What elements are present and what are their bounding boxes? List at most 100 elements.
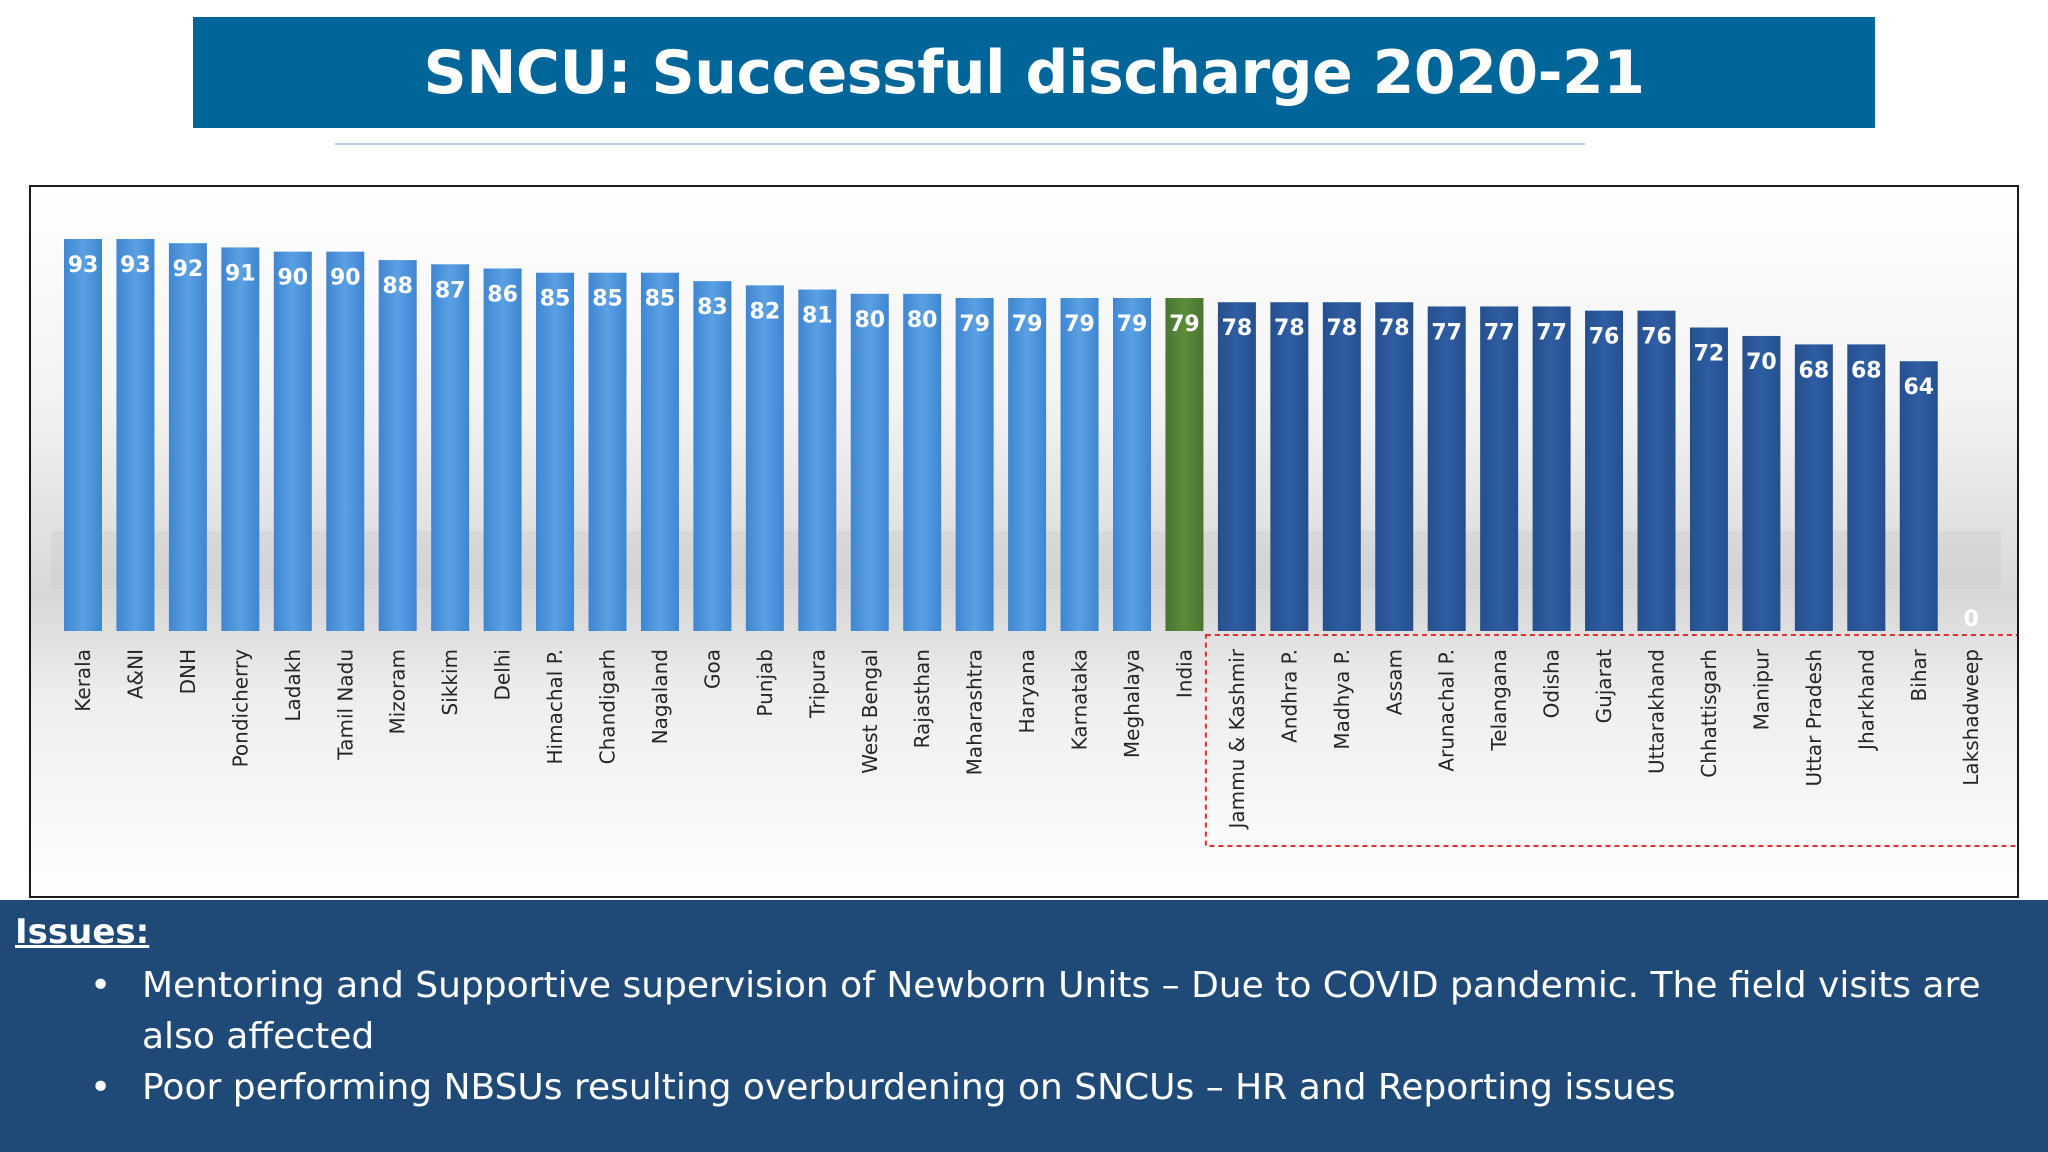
category-label: Meghalaya bbox=[1120, 649, 1144, 758]
bar-Tamil Nadu bbox=[326, 251, 365, 631]
bar-value-label: 0 bbox=[1964, 607, 1979, 632]
bar-value-label: 64 bbox=[1903, 375, 1934, 400]
bar-value-label: 83 bbox=[697, 295, 728, 320]
bar-Ladakh bbox=[273, 251, 312, 631]
category-label: Gujarat bbox=[1592, 649, 1616, 723]
bar-Chandigarh bbox=[588, 272, 627, 631]
bar-value-label: 79 bbox=[1064, 312, 1095, 337]
page-title: SNCU: Successful discharge 2020-21 bbox=[423, 37, 1645, 108]
category-label: Chandigarh bbox=[596, 649, 620, 764]
chart-frame: 93 Kerala 93 A&NI 92 DNH 91 Pondicherry 90 Ladakh… bbox=[29, 185, 2019, 898]
bar-Sikkim bbox=[431, 264, 470, 631]
bar-Mizoram bbox=[378, 260, 417, 631]
category-label: Manipur bbox=[1749, 648, 1773, 730]
title-divider bbox=[335, 143, 1585, 145]
category-label: Mizoram bbox=[386, 649, 410, 735]
bullet-icon: • bbox=[90, 1067, 112, 1108]
bar-Himachal P. bbox=[536, 272, 575, 631]
category-label: Jharkhand bbox=[1854, 649, 1878, 752]
bar-value-label: 81 bbox=[802, 304, 833, 329]
bar-Rajasthan bbox=[903, 293, 942, 631]
issue-text: Mentoring and Supportive supervision of … bbox=[142, 965, 1981, 1057]
bar-Madhya P. bbox=[1322, 302, 1361, 631]
bar-value-label: 85 bbox=[592, 287, 623, 312]
category-label: Telangana bbox=[1487, 649, 1511, 752]
category-label: Assam bbox=[1382, 649, 1406, 715]
category-label: Delhi bbox=[491, 649, 515, 701]
category-label: Jammu & Kashmir bbox=[1225, 648, 1249, 830]
issue-item: • Mentoring and Supportive supervision o… bbox=[90, 960, 2025, 1062]
bar-value-label: 93 bbox=[120, 253, 151, 278]
bar-Bihar bbox=[1899, 361, 1938, 631]
bar-Gujarat bbox=[1585, 310, 1624, 631]
bar-value-label: 72 bbox=[1694, 342, 1725, 367]
bar-value-label: 77 bbox=[1536, 320, 1567, 345]
category-label: Himachal P. bbox=[543, 649, 567, 764]
category-label: Pondicherry bbox=[228, 649, 252, 768]
bar-value-label: 88 bbox=[382, 274, 413, 299]
bar-value-label: 78 bbox=[1379, 316, 1410, 341]
bar-value-label: 70 bbox=[1746, 350, 1777, 375]
bar-Telangana bbox=[1480, 306, 1519, 631]
bar-DNH bbox=[168, 243, 207, 631]
bar-value-label: 92 bbox=[173, 257, 204, 282]
bar-value-label: 79 bbox=[1012, 312, 1043, 337]
bar-value-label: 68 bbox=[1799, 358, 1830, 383]
category-label: Sikkim bbox=[438, 649, 462, 715]
bar-India bbox=[1165, 298, 1204, 631]
bar-value-label: 86 bbox=[487, 283, 518, 308]
bar-value-label: 77 bbox=[1484, 320, 1515, 345]
bar-Punjab bbox=[745, 285, 784, 631]
title-banner: SNCU: Successful discharge 2020-21 bbox=[193, 17, 1875, 128]
category-label: Karnataka bbox=[1068, 649, 1092, 750]
bar-Manipur bbox=[1742, 335, 1781, 631]
category-label: Nagaland bbox=[648, 649, 672, 744]
bar-value-label: 76 bbox=[1589, 325, 1620, 350]
bar-value-label: 82 bbox=[750, 299, 781, 324]
bar-value-label: 79 bbox=[959, 312, 990, 337]
bar-value-label: 90 bbox=[277, 266, 308, 291]
bar-value-label: 79 bbox=[1117, 312, 1148, 337]
bar-West Bengal bbox=[850, 293, 889, 631]
bar-Andhra P. bbox=[1270, 302, 1309, 631]
bar-value-label: 79 bbox=[1169, 312, 1200, 337]
category-label: India bbox=[1172, 649, 1196, 698]
category-label: Maharashtra bbox=[963, 649, 987, 775]
bar-value-label: 80 bbox=[907, 308, 938, 333]
bar-chart: 93 Kerala 93 A&NI 92 DNH 91 Pondicherry 90 Ladakh… bbox=[51, 239, 2017, 847]
category-label: West Bengal bbox=[858, 649, 882, 774]
category-label: Goa bbox=[700, 649, 724, 689]
issue-text: Poor performing NBSUs resulting overburd… bbox=[142, 1067, 1676, 1108]
bar-value-label: 78 bbox=[1326, 316, 1357, 341]
bar-Meghalaya bbox=[1113, 298, 1151, 631]
category-label: Andhra P. bbox=[1277, 649, 1301, 743]
bar-value-label: 85 bbox=[540, 287, 571, 312]
bar-value-label: 80 bbox=[854, 308, 885, 333]
bar-Delhi bbox=[483, 268, 522, 631]
issues-heading: Issues: bbox=[15, 912, 150, 952]
category-label: Uttarakhand bbox=[1645, 649, 1669, 774]
bar-Goa bbox=[693, 281, 732, 631]
bar-value-label: 91 bbox=[225, 261, 256, 286]
bullet-icon: • bbox=[90, 965, 112, 1006]
category-label: Punjab bbox=[753, 649, 777, 717]
category-label: Haryana bbox=[1015, 649, 1039, 734]
bar-Maharashtra bbox=[955, 298, 994, 631]
category-label: DNH bbox=[176, 649, 200, 694]
bar-Nagaland bbox=[640, 272, 679, 631]
highlight-box bbox=[1204, 634, 2017, 847]
category-label: Uttar Pradesh bbox=[1802, 649, 1826, 786]
category-label: Kerala bbox=[71, 649, 95, 712]
bar-Arunachal P. bbox=[1427, 306, 1466, 631]
issues-list: • Mentoring and Supportive supervision o… bbox=[90, 960, 2025, 1113]
bar-value-label: 93 bbox=[68, 253, 99, 278]
bar-Uttar Pradesh bbox=[1794, 344, 1833, 631]
bar-Jammu & Kashmir bbox=[1217, 302, 1256, 631]
bar-value-label: 68 bbox=[1851, 358, 1882, 383]
bar-value-label: 85 bbox=[645, 287, 676, 312]
bar-value-label: 77 bbox=[1431, 320, 1462, 345]
category-label: Bihar bbox=[1907, 648, 1931, 701]
category-label: A&NI bbox=[123, 649, 147, 699]
category-label: Tripura bbox=[805, 649, 829, 719]
category-label: Chhattisgarh bbox=[1697, 649, 1721, 778]
